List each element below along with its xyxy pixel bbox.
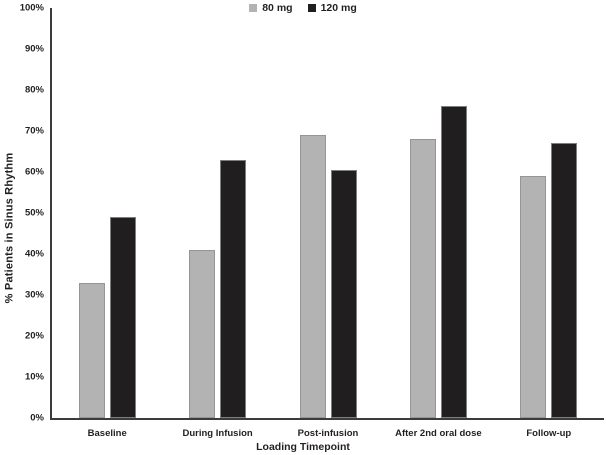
x-category-label-post-infusion: Post-infusion	[297, 428, 359, 439]
y-tick-label-20-: 20%	[24, 330, 44, 342]
x-category-label-during-infusion: During Infusion	[182, 428, 253, 439]
y-tick-label-70-: 70%	[24, 125, 44, 137]
x-axis-category-labels: Baseline During Infusion Post-infusion Afte…	[52, 428, 604, 442]
x-axis-title: Loading Timepoint	[256, 441, 350, 453]
bar-120-mg-during-infusion	[220, 159, 247, 418]
bar-120-mg-follow-up	[551, 143, 578, 418]
legend-item-80-mg: 80 mg	[249, 1, 293, 15]
bar-120-mg-post-infusion	[330, 169, 357, 418]
y-tick-label-90-: 90%	[24, 43, 44, 55]
legend-item-120-mg: 120 mg	[307, 1, 357, 15]
legend-label: 80 mg	[262, 2, 293, 14]
bar-120-mg-baseline	[109, 217, 136, 418]
chart-legend: 80 mg 120 mg	[0, 1, 606, 15]
plot-area	[50, 8, 604, 420]
y-tick-label-60-: 60%	[24, 166, 44, 178]
bar-80-mg-during-infusion	[189, 249, 216, 418]
legend-swatch-icon	[307, 4, 316, 12]
y-tick-label-30-: 30%	[24, 289, 44, 301]
x-category-label-baseline: Baseline	[87, 428, 127, 439]
bar-80-mg-after-2nd-oral-dose	[409, 139, 436, 418]
y-tick-label-80-: 80%	[24, 84, 44, 96]
y-tick-label-0-: 0%	[30, 412, 44, 424]
bar-80-mg-baseline	[78, 282, 105, 418]
bar-80-mg-follow-up	[520, 176, 547, 418]
x-category-label-after-2nd-oral-dose: After 2nd oral dose	[395, 428, 482, 439]
y-axis-tick-labels: 0% 10% 20% 30% 40% 50% 60% 70% 80% 90% 100%	[0, 3, 44, 424]
bar-80-mg-post-infusion	[299, 135, 326, 418]
y-tick-label-40-: 40%	[24, 248, 44, 260]
x-category-label-follow-up: Follow-up	[526, 428, 572, 439]
bar-120-mg-after-2nd-oral-dose	[440, 106, 467, 418]
legend-swatch-icon	[249, 4, 258, 12]
y-tick-label-50-: 50%	[24, 207, 44, 219]
legend-label: 120 mg	[320, 2, 357, 14]
y-tick-label-100-: 100%	[19, 2, 44, 14]
y-tick-label-10-: 10%	[24, 371, 44, 383]
